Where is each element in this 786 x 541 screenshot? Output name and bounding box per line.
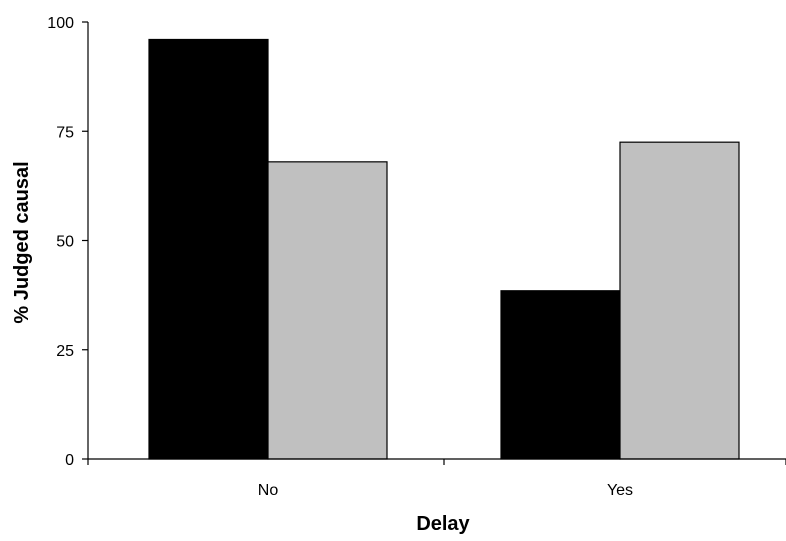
bar-yes-series-2 — [619, 141, 740, 460]
bar-no-series-1 — [148, 38, 269, 460]
y-tick-label: 0 — [65, 452, 74, 469]
y-tick-label: 50 — [56, 234, 74, 251]
bars-group — [148, 38, 740, 460]
y-axis-ticks: 0 25 50 75 100 — [47, 15, 88, 469]
y-axis-title: % Judged causal — [11, 161, 33, 323]
x-axis-title: Delay — [416, 513, 470, 535]
y-tick-label: 100 — [47, 15, 74, 32]
x-tick-label-yes: Yes — [607, 482, 633, 499]
bar-no-series-2 — [267, 161, 388, 460]
bar-yes-series-1 — [500, 290, 621, 460]
y-tick-label: 75 — [56, 124, 74, 141]
x-axis-ticks: No Yes — [87, 459, 786, 499]
x-tick-label-no: No — [258, 482, 279, 499]
y-tick-label: 25 — [56, 343, 74, 360]
